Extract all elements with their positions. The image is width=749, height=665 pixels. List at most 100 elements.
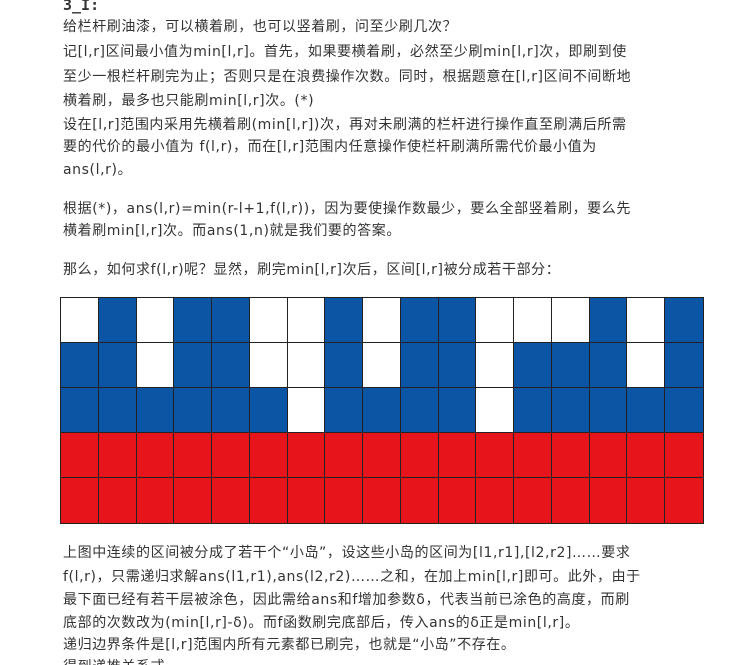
fence-cell [665, 298, 703, 343]
fence-cell [400, 388, 439, 433]
painted-layer-cell [627, 478, 666, 523]
paragraph-line: 横着刷，最多也只能刷min[l,r]次。(*) [63, 93, 315, 109]
fence-cell [98, 298, 137, 343]
fence-cell [61, 343, 99, 388]
painted-layer-cell [136, 478, 175, 523]
empty-cell [136, 298, 175, 343]
painted-layer-cell [514, 433, 552, 478]
painted-layer-cell [61, 478, 99, 523]
painted-layer-cell [174, 478, 213, 523]
empty-cell [61, 298, 99, 343]
painted-layer-cell [212, 433, 250, 478]
paragraph-line: 那么，如何求f(l,r)呢？显然，刷完min[l,r]次后，区间[l,r]被分成… [63, 262, 561, 278]
empty-cell [287, 298, 326, 343]
empty-cell [363, 343, 401, 388]
paragraph-line: 要的代价的最小值为 f(l,r)，而在[l,r]范围内任意操作使栏杆刷满所需代价… [63, 139, 597, 155]
empty-cell [287, 388, 326, 433]
fence-cell [174, 388, 213, 433]
fence-cell [589, 343, 628, 388]
empty-cell [476, 298, 515, 343]
painted-layer-cell [287, 478, 326, 523]
empty-cell [136, 343, 175, 388]
painted-layer-cell [551, 478, 590, 523]
painted-layer-cell [589, 478, 628, 523]
painted-layer-cell [627, 433, 666, 478]
painted-layer-cell [438, 433, 477, 478]
fence-cell [589, 298, 628, 343]
fence-cell [363, 388, 401, 433]
fence-cell [98, 343, 137, 388]
fence-cell [212, 343, 250, 388]
paragraph-line: 递归边界条件是[l,r]范围内所有元素都已刷完，也就是“小岛”不存在。 [63, 637, 516, 653]
empty-cell [627, 298, 666, 343]
painted-layer-cell [438, 478, 477, 523]
painted-layer-cell [589, 433, 628, 478]
fence-cell [514, 388, 552, 433]
fence-cell [551, 343, 590, 388]
painted-layer-cell [249, 478, 288, 523]
painted-layer-cell [287, 433, 326, 478]
fence-cell [514, 343, 552, 388]
paragraph-line: 根据(*)，ans(l,r)=min(r-l+1,f(l,r))，因为要使操作数… [63, 201, 631, 217]
painted-layer-cell [98, 478, 137, 523]
fence-cell [325, 298, 364, 343]
painted-layer-cell [363, 478, 401, 523]
empty-cell [363, 298, 401, 343]
painted-layer-cell [665, 478, 703, 523]
painted-layer-cell [61, 433, 99, 478]
paragraph-line: 上图中连续的区间被分成了若干个“小岛”，设这些小岛的区间为[l1,r1],[l2… [63, 545, 631, 561]
painted-layer-cell [136, 433, 175, 478]
fence-cell [665, 343, 703, 388]
empty-cell [551, 298, 590, 343]
fence-cell [438, 343, 477, 388]
fence-cell [438, 298, 477, 343]
painted-layer-cell [476, 478, 515, 523]
empty-cell [287, 343, 326, 388]
section-heading: 3_I: [63, 0, 100, 14]
painted-layer-cell [400, 433, 439, 478]
painted-layer-cell [551, 433, 590, 478]
fence-cell [212, 298, 250, 343]
empty-cell [476, 343, 515, 388]
empty-cell [476, 388, 515, 433]
fence-cell [136, 388, 175, 433]
paragraph-line: 底部的次数改为(min[l,r]-δ)。而f函数刷完底部后，传入ans的δ正是m… [63, 615, 580, 631]
painted-layer-cell [325, 478, 364, 523]
fence-cell [438, 388, 477, 433]
empty-cell [249, 298, 288, 343]
painted-layer-cell [363, 433, 401, 478]
fence-cell [400, 343, 439, 388]
painted-layer-cell [249, 433, 288, 478]
paragraph-line: 横着刷min[l,r]次。而ans(1,n)就是我们要的答案。 [63, 223, 401, 239]
fence-cell [212, 388, 250, 433]
painted-layer-cell [174, 433, 213, 478]
fence-cell [665, 388, 703, 433]
paragraph-line: 设在[l,r]范围内采用先横着刷(min[l,r])次，再对未刷满的栏杆进行操作… [63, 117, 627, 133]
fence-cell [61, 388, 99, 433]
painted-layer-cell [514, 478, 552, 523]
empty-cell [249, 343, 288, 388]
paragraph-line: 给栏杆刷油漆，可以横着刷，也可以竖着刷，问至少刷几次？ [63, 19, 458, 35]
fence-cell [174, 343, 213, 388]
fence-cell [249, 388, 288, 433]
painted-layer-cell [400, 478, 439, 523]
fence-cell [551, 388, 590, 433]
painted-layer-cell [325, 433, 364, 478]
paragraph-line: 至少一根栏杆刷完为止；否则只是在浪费操作次数。同时，根据题意在[l,r]区间不间… [63, 69, 632, 85]
empty-cell [514, 298, 552, 343]
fence-cell [174, 298, 213, 343]
painted-layer-cell [665, 433, 703, 478]
fence-cell [325, 343, 364, 388]
fence-cell [325, 388, 364, 433]
paragraph-line: 得到递推关系式 [63, 656, 165, 665]
empty-cell [627, 343, 666, 388]
painted-layer-cell [476, 433, 515, 478]
fence-figure [60, 297, 704, 524]
fence-cell [400, 298, 439, 343]
fence-cell [627, 388, 666, 433]
fence-cell [589, 388, 628, 433]
paragraph-line: f(l,r)，只需递归求解ans(l1,r1),ans(l2,r2)……之和，在… [63, 569, 641, 585]
paragraph-line: ans(l,r)。 [63, 162, 133, 178]
paragraph-line: 最下面已经有若干层被涂色，因此需给ans和f增加参数δ，代表当前已涂色的高度，而… [63, 592, 630, 608]
